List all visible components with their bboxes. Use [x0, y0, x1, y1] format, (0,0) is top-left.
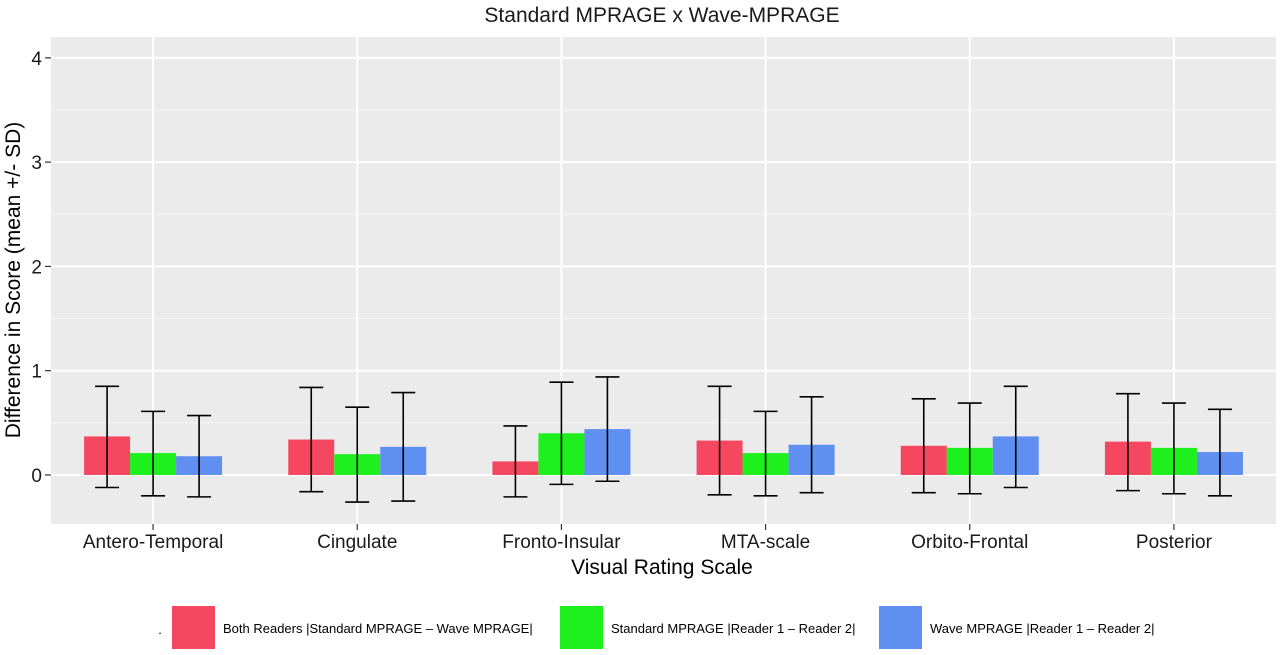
y-axis-title: Difference in Score (mean +/- SD)	[2, 122, 25, 439]
x-tick-label: MTA-scale	[721, 532, 810, 553]
x-axis: Antero-Temporal Cingulate Fronto-Insular MT…	[83, 524, 1213, 553]
legend-key	[560, 606, 603, 649]
legend-label: Wave MPRAGE |Reader 1 – Reader 2|	[930, 621, 1154, 636]
y-tick-label: 3	[31, 153, 42, 174]
x-tick-label: Fronto-Insular	[502, 532, 621, 553]
plot-panel	[51, 37, 1276, 524]
x-tick-label: Orbito-Frontal	[911, 532, 1028, 553]
chart-title: Standard MPRAGE x Wave-MPRAGE	[484, 4, 839, 27]
legend: . Both Readers |Standard MPRAGE – Wave M…	[158, 606, 1154, 649]
grid-minor	[51, 109, 1276, 424]
legend-label: Standard MPRAGE |Reader 1 – Reader 2|	[611, 621, 856, 636]
x-tick-label: Antero-Temporal	[83, 532, 223, 553]
y-tick-label: 2	[31, 257, 42, 278]
y-tick-label: 4	[31, 49, 42, 70]
y-tick-label: 0	[31, 466, 42, 487]
x-axis-title: Visual Rating Scale	[571, 556, 753, 579]
legend-title: .	[158, 622, 162, 637]
legend-key	[172, 606, 215, 649]
x-tick-label: Cingulate	[317, 532, 397, 553]
legend-label: Both Readers |Standard MPRAGE – Wave MPR…	[223, 621, 533, 636]
errorbars-layer	[95, 376, 1232, 503]
x-tick-label: Posterior	[1136, 532, 1213, 553]
y-axis: 0 1 2 3 4	[31, 49, 51, 487]
y-tick-label: 1	[31, 362, 42, 383]
legend-key	[879, 606, 922, 649]
